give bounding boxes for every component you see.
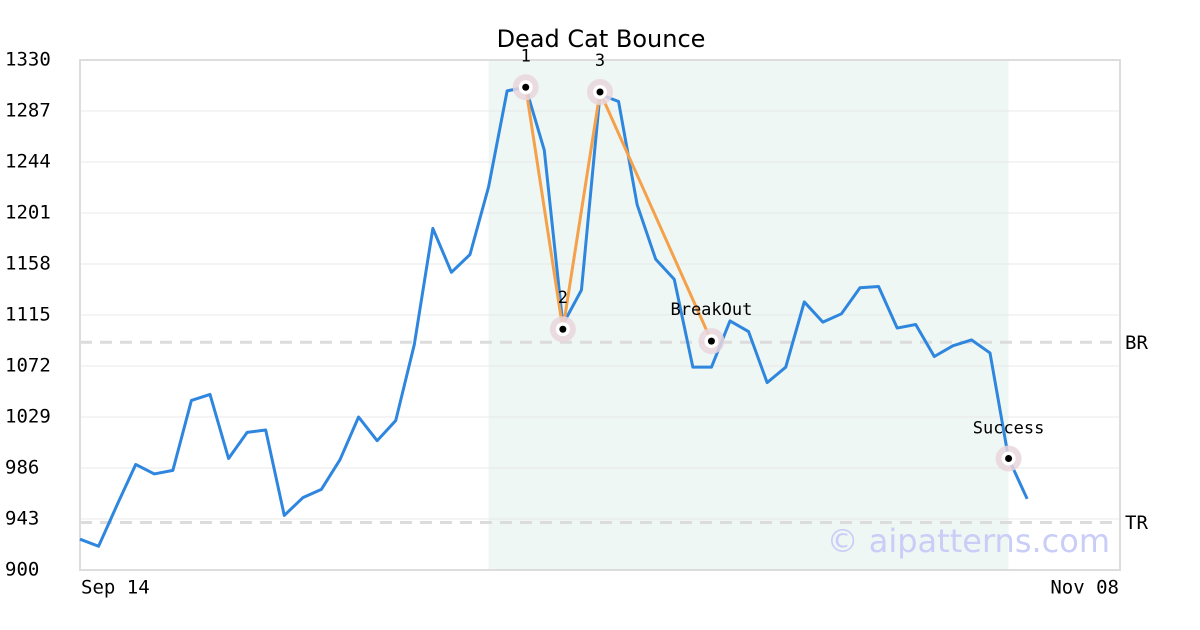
watermark: © aipatterns.com bbox=[827, 522, 1110, 560]
y-tick-label: 1072 bbox=[5, 355, 51, 377]
y-tick-label: 900 bbox=[5, 559, 39, 581]
marker-label: 3 bbox=[595, 51, 605, 71]
marker-label: 1 bbox=[521, 46, 531, 66]
pattern-line bbox=[524, 86, 713, 342]
y-tick-label: 943 bbox=[5, 508, 39, 530]
y-tick-label: 1244 bbox=[5, 151, 51, 173]
level-label: TR bbox=[1125, 512, 1148, 534]
x-tick-label: Nov 08 bbox=[1050, 577, 1119, 599]
marker-label: BreakOut bbox=[670, 300, 752, 320]
marker bbox=[707, 337, 715, 345]
marker bbox=[522, 83, 530, 91]
marker-label: 2 bbox=[558, 288, 568, 308]
marker bbox=[559, 325, 567, 333]
plot-frame bbox=[79, 59, 1121, 571]
y-tick-label: 1158 bbox=[5, 253, 51, 275]
level-label: BR bbox=[1125, 332, 1148, 354]
y-tick-label: 1287 bbox=[5, 100, 51, 122]
price-line bbox=[79, 85, 1029, 548]
y-tick-label: 986 bbox=[5, 457, 39, 479]
marker-label: Success bbox=[973, 419, 1045, 439]
x-tick-label: Sep 14 bbox=[81, 577, 150, 599]
y-tick-label: 1330 bbox=[5, 49, 51, 71]
marker bbox=[596, 88, 604, 96]
y-tick-label: 1029 bbox=[5, 406, 51, 428]
marker bbox=[1005, 455, 1013, 463]
chart-title: Dead Cat Bounce bbox=[497, 25, 706, 53]
y-tick-label: 1201 bbox=[5, 202, 51, 224]
y-tick-label: 1115 bbox=[5, 304, 51, 326]
